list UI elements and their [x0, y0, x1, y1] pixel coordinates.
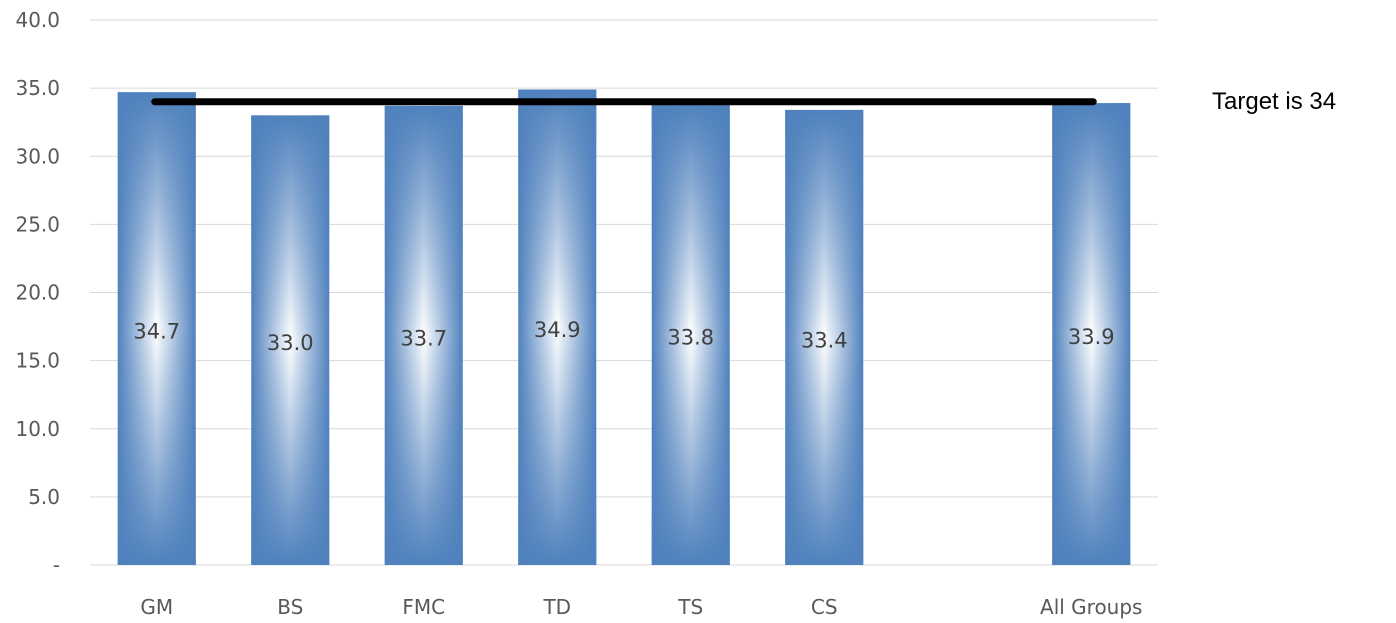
category-label: GM — [140, 595, 173, 619]
target-label: Target is 34 — [1212, 88, 1336, 115]
bar-shading — [651, 104, 730, 565]
y-tick-label: 25.0 — [15, 212, 60, 236]
data-label: 33.9 — [1068, 325, 1115, 349]
category-label: TS — [677, 595, 703, 619]
data-label: 34.7 — [133, 320, 180, 344]
y-tick-label: 40.0 — [15, 8, 60, 32]
y-tick-label: - — [53, 553, 60, 577]
bar-shading — [785, 109, 864, 566]
category-label: BS — [277, 595, 303, 619]
data-label: 33.4 — [801, 328, 848, 352]
bar-shading — [1052, 103, 1131, 566]
category-label: CS — [811, 595, 838, 619]
category-label: All Groups — [1040, 595, 1142, 619]
bar-shading — [117, 92, 196, 566]
category-label: FMC — [402, 595, 445, 619]
bars — [117, 89, 1131, 566]
data-label: 33.0 — [267, 331, 314, 355]
target: Target is 34 — [151, 88, 1336, 115]
y-axis-tick-labels: - 5.0 10.0 15.0 20.0 25.0 30.0 35.0 40.0 — [15, 8, 60, 577]
data-label: 33.7 — [400, 326, 447, 350]
y-tick-label: 10.0 — [15, 417, 60, 441]
y-tick-label: 15.0 — [15, 349, 60, 373]
category-label: TD — [542, 595, 571, 619]
bar-shading — [251, 115, 330, 565]
y-tick-label: 20.0 — [15, 281, 60, 305]
data-labels: 34.7 33.0 33.7 34.9 33.8 33.4 33.9 — [133, 318, 1114, 355]
y-tick-label: 35.0 — [15, 76, 60, 100]
y-tick-label: 5.0 — [28, 485, 60, 509]
data-label: 33.8 — [667, 326, 714, 350]
bar-shading — [518, 89, 597, 566]
y-tick-label: 30.0 — [15, 144, 60, 168]
data-label: 34.9 — [534, 318, 581, 342]
bar-shading — [384, 105, 463, 566]
x-axis-category-labels: GM BS FMC TD TS CS All Groups — [140, 595, 1142, 619]
